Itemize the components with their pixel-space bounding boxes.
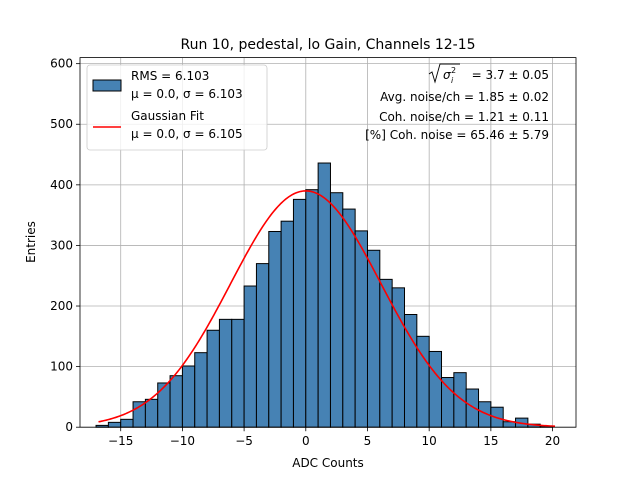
- histogram-bar: [305, 189, 319, 428]
- histogram-bar: [453, 372, 467, 428]
- coh-noise-annotation: Coh. noise/ch = 1.21 ± 0.11: [379, 110, 549, 124]
- histogram-bar: [120, 418, 134, 428]
- x-tick-label: −15: [108, 434, 133, 448]
- svg-text:i: i: [451, 76, 454, 85]
- histogram-bar: [231, 318, 245, 428]
- histogram-bar: [169, 375, 183, 428]
- x-tick-label: 0: [302, 434, 310, 448]
- y-tick-label: 500: [50, 117, 73, 131]
- x-axis-label: ADC Counts: [292, 456, 364, 470]
- histogram-bar: [181, 365, 196, 428]
- histogram-bar: [428, 350, 443, 428]
- legend-hist-line1: RMS = 6.103: [131, 69, 209, 83]
- x-tick-label: 5: [364, 434, 372, 448]
- histogram-bar: [144, 398, 159, 428]
- legend-frame: [86, 64, 268, 151]
- legend-fit-line1: Gaussian Fit: [131, 109, 204, 123]
- histogram-bar: [157, 382, 171, 428]
- y-tick-label: 100: [50, 360, 73, 374]
- svg-text:2: 2: [451, 66, 456, 75]
- histogram-bar: [243, 285, 257, 428]
- histogram-bar: [255, 263, 270, 428]
- legend-hist-line2: μ = 0.0, σ = 6.103: [131, 87, 243, 101]
- x-tick-label: 15: [483, 434, 498, 448]
- y-axis-label: Entries: [24, 221, 38, 263]
- coh-percent-annotation: [%] Coh. noise = 65.46 ± 5.79: [365, 128, 549, 142]
- x-tick-label: −10: [170, 434, 195, 448]
- histogram-bar: [292, 198, 307, 428]
- chart-title: Run 10, pedestal, lo Gain, Channels 12-1…: [180, 37, 475, 53]
- plot-frame: [79, 57, 577, 428]
- histogram-bar: [317, 162, 331, 428]
- y-axis-ticks: 0 100 200 300 400 500 600: [50, 57, 80, 434]
- y-tick-label: 200: [50, 299, 73, 313]
- y-tick-label: 600: [50, 57, 73, 71]
- y-tick-label: 0: [65, 420, 73, 434]
- legend-fit-line2: μ = 0.0, σ = 6.105: [131, 127, 243, 141]
- avg-noise-annotation: Avg. noise/ch = 1.85 ± 0.02: [380, 90, 549, 104]
- histogram-bar: [329, 192, 344, 428]
- x-tick-label: −5: [235, 434, 253, 448]
- x-tick-label: 10: [422, 434, 437, 448]
- histogram-bar: [465, 388, 480, 428]
- histogram-bars: [95, 162, 554, 428]
- legend: RMS = 6.103 μ = 0.0, σ = 6.103 Gaussian …: [86, 64, 268, 151]
- histogram-bar: [132, 401, 146, 428]
- histogram-bar: [441, 377, 455, 428]
- legend-hist-swatch: [92, 79, 122, 92]
- histogram-bar: [354, 230, 368, 428]
- gaussian-fit-curve: [98, 190, 556, 428]
- histogram-bar: [206, 329, 220, 428]
- y-tick-label: 300: [50, 238, 73, 252]
- histogram-bar: [194, 352, 208, 428]
- histogram-bar: [280, 220, 294, 428]
- histogram-bar: [107, 421, 122, 428]
- histogram-bar: [268, 230, 282, 428]
- x-axis-ticks: −15 −10 −5 0 5 10 15 20: [108, 427, 560, 448]
- histogram-bar: [218, 318, 233, 428]
- histogram-bar: [342, 208, 356, 428]
- y-tick-label: 400: [50, 178, 73, 192]
- svg-text:σ: σ: [443, 68, 451, 82]
- x-tick-label: 20: [545, 434, 560, 448]
- noise-annotations: σ 2 i = 3.7 ± 0.05 Avg. noise/ch = 1.85 …: [365, 63, 549, 142]
- sigma-symbol: σ 2 i: [428, 63, 460, 85]
- sigma-value: = 3.7 ± 0.05: [472, 68, 549, 82]
